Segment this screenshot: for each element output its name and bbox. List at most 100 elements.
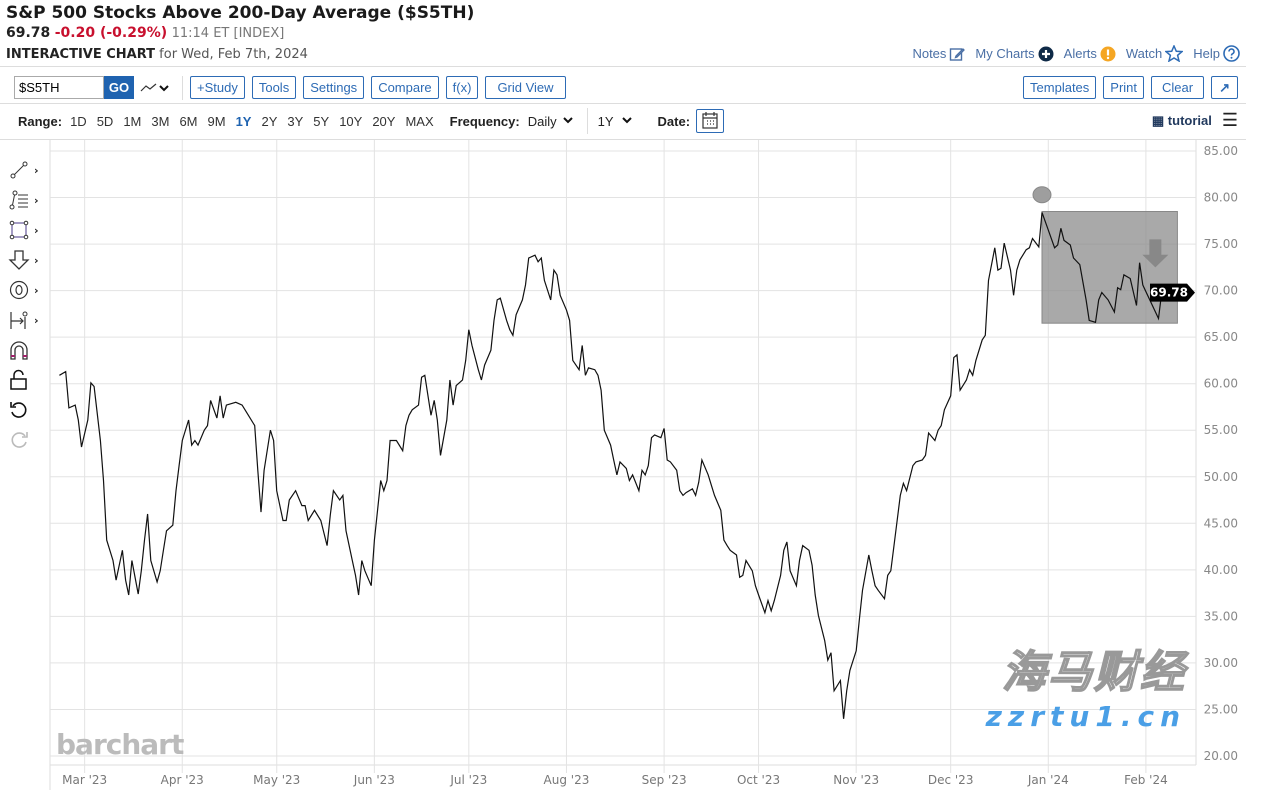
frequency-value: Daily: [527, 113, 557, 129]
chevron-right-icon: ›: [34, 223, 39, 237]
annotation-circle: [1032, 186, 1052, 204]
range-max[interactable]: MAX: [405, 113, 434, 129]
frequency-select[interactable]: Frequency: Daily: [450, 114, 577, 129]
divider: [0, 103, 1246, 104]
y-tick-label: 35.00: [1204, 609, 1238, 623]
x-tick-label: Jun '23: [353, 773, 395, 787]
undo-button[interactable]: [8, 395, 48, 425]
range-5d[interactable]: 5D: [96, 113, 114, 129]
range-10y[interactable]: 10Y: [339, 113, 363, 129]
tutorial-link[interactable]: ▦ tutorial: [1152, 113, 1212, 129]
tutorial-label: tutorial: [1167, 112, 1212, 128]
range-1m[interactable]: 1M: [123, 113, 142, 129]
alerts-link[interactable]: Alerts: [1064, 46, 1116, 62]
redo-button[interactable]: [8, 425, 48, 455]
tools-button[interactable]: Tools: [251, 76, 297, 99]
y-tick-label: 50.00: [1204, 470, 1238, 484]
shape-tool[interactable]: ›: [8, 215, 48, 245]
range-9m[interactable]: 9M: [207, 113, 226, 129]
annotation-down-arrow: [1142, 239, 1169, 268]
annotation-rectangle: [1041, 211, 1178, 324]
header-links: Notes My Charts Alerts Watch Help: [912, 45, 1240, 62]
line-tool[interactable]: ›: [8, 155, 48, 185]
range-5y[interactable]: 5Y: [313, 113, 330, 129]
lock-tool[interactable]: [8, 365, 48, 395]
notes-link[interactable]: Notes: [912, 46, 966, 62]
watch-label: Watch: [1125, 46, 1163, 61]
settings-button[interactable]: Settings: [303, 76, 365, 99]
watch-link[interactable]: Watch: [1125, 45, 1184, 62]
chart-type-dropdown[interactable]: [140, 80, 172, 99]
fibonacci-icon: [9, 190, 28, 210]
range-6m[interactable]: 6M: [179, 113, 198, 129]
x-tick-label: Apr '23: [161, 773, 204, 787]
grid-view-button[interactable]: Grid View: [485, 76, 566, 99]
barchart-logo: barchart: [56, 728, 184, 761]
last-price-label: 69.78: [1150, 286, 1188, 300]
chart-subheader: INTERACTIVE CHART for Wed, Feb 7th, 2024: [6, 47, 308, 62]
help-link[interactable]: Help: [1193, 45, 1240, 62]
range-bar: Range: 1D 5D 1M 3M 6M 9M 1Y 2Y 3Y 5Y 10Y 20Y MAX Fre…: [18, 108, 725, 134]
chevron-right-icon: ›: [34, 253, 39, 267]
compare-button[interactable]: Compare: [371, 76, 439, 99]
chart-area[interactable]: 20.00 25.00 30.00 35.00 40.00 45.00 50.00 55.00…: [0, 140, 1266, 805]
x-tick-label: Oct '23: [737, 773, 780, 787]
my-charts-label: My Charts: [975, 46, 1035, 61]
star-icon: [1165, 45, 1184, 62]
toolbar-right-buttons: Templates Print Clear ↗: [1023, 76, 1238, 99]
undo-icon: [10, 402, 27, 418]
rectangle-icon: [9, 220, 29, 240]
fibonacci-tool[interactable]: ›: [8, 185, 48, 215]
go-button[interactable]: GO: [104, 76, 134, 99]
menu-icon[interactable]: ☰: [1221, 110, 1238, 130]
templates-button[interactable]: Templates: [1023, 76, 1097, 99]
calendar-button[interactable]: [696, 109, 725, 133]
price-change: -0.20 (-0.29%): [54, 25, 168, 41]
print-button[interactable]: Print: [1103, 76, 1145, 99]
range-3y[interactable]: 3Y: [287, 113, 304, 129]
y-tick-label: 45.00: [1204, 516, 1238, 530]
range-1d[interactable]: 1D: [70, 113, 87, 129]
y-tick-label: 55.00: [1204, 423, 1238, 437]
line-chart-icon: [140, 83, 169, 92]
range-label: Range:: [18, 113, 63, 129]
toolbar-buttons: +Study Tools Settings Compare f(x) Grid …: [190, 76, 566, 99]
y-tick-label: 80.00: [1204, 191, 1238, 205]
unlock-icon: [10, 369, 27, 390]
fx-button[interactable]: f(x): [445, 76, 479, 99]
study-button[interactable]: +Study: [190, 76, 245, 99]
my-charts-link[interactable]: My Charts: [975, 46, 1054, 62]
range-3m[interactable]: 3M: [151, 113, 170, 129]
watermark-cn: 海马财经: [1001, 646, 1186, 699]
divider: [182, 76, 183, 100]
range-20y[interactable]: 20Y: [372, 113, 396, 129]
period-select[interactable]: 1Y: [598, 114, 636, 129]
magnet-icon: [10, 341, 28, 360]
period-value: 1Y: [597, 113, 614, 129]
chart-date: for Wed, Feb 7th, 2024: [159, 47, 308, 62]
help-label: Help: [1193, 46, 1220, 61]
y-tick-label: 60.00: [1204, 377, 1238, 391]
arrow-tool[interactable]: ›: [8, 245, 48, 275]
x-tick-label: Dec '23: [928, 773, 974, 787]
circle-zero-icon: [9, 280, 29, 300]
quote-time: 11:14 ET [INDEX]: [171, 26, 285, 41]
symbol-input[interactable]: [14, 76, 104, 99]
magnet-tool[interactable]: [8, 335, 48, 365]
clear-button[interactable]: Clear: [1151, 76, 1205, 99]
range-options: 1D 5D 1M 3M 6M 9M 1Y 2Y 3Y 5Y 10Y 20Y MAX: [70, 114, 444, 129]
chevron-right-icon: ›: [34, 313, 39, 327]
x-tick-label: Jan '24: [1027, 773, 1069, 787]
range-2y[interactable]: 2Y: [261, 113, 278, 129]
measure-tool[interactable]: ›: [8, 305, 48, 335]
divider: [0, 66, 1246, 67]
expand-button[interactable]: ↗: [1211, 76, 1238, 99]
edit-icon: [950, 47, 966, 61]
text-tool[interactable]: ›: [8, 275, 48, 305]
x-tick-label: Aug '23: [544, 773, 590, 787]
calendar-icon: [702, 112, 718, 129]
divider: [586, 108, 588, 134]
notes-label: Notes: [912, 46, 947, 61]
range-1y[interactable]: 1Y: [235, 113, 252, 129]
chevron-down-icon: [621, 117, 632, 124]
